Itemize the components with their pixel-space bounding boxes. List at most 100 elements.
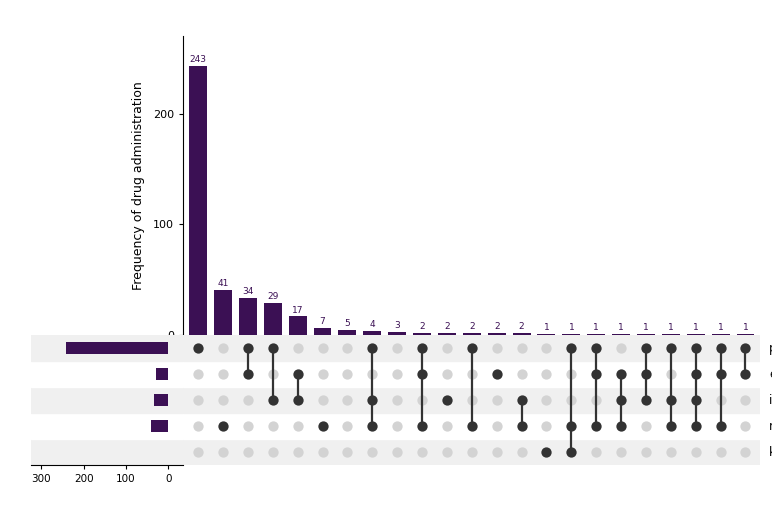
Point [366,370,378,378]
Point [292,448,304,457]
Point [217,422,229,431]
Point [740,370,752,378]
Point [266,370,279,378]
Text: 2: 2 [419,323,425,331]
Text: 1: 1 [543,324,550,332]
Text: 1: 1 [618,324,624,332]
Point [689,422,702,431]
Point [366,396,378,404]
Bar [264,303,282,335]
Point [640,344,652,353]
Text: 7: 7 [320,317,326,326]
Point [391,370,403,378]
Point [366,422,378,431]
Bar [338,330,357,335]
Point [466,344,478,353]
Point [242,396,254,404]
Point [516,344,528,353]
Y-axis label: Frequency of drug administration: Frequency of drug administration [132,81,144,290]
Point [490,370,503,378]
Text: 1: 1 [643,324,648,332]
Bar [438,333,456,335]
Bar [66,342,168,354]
Point [540,422,553,431]
Text: 5: 5 [344,319,350,328]
Point [590,422,602,431]
Point [490,344,503,353]
Point [490,422,503,431]
Text: 34: 34 [242,287,253,296]
Text: 1: 1 [568,324,574,332]
Text: 1: 1 [668,324,674,332]
Point [292,370,304,378]
Point [714,344,726,353]
Bar [31,361,183,387]
Point [740,422,752,431]
Point [615,344,628,353]
Bar [31,335,183,361]
Point [292,344,304,353]
Point [740,344,752,353]
Bar [587,334,605,335]
Text: 1: 1 [594,324,599,332]
Bar [239,298,257,335]
Bar [687,334,705,335]
Point [441,448,453,457]
Bar [612,334,630,335]
Point [590,396,602,404]
Bar [154,394,168,406]
Point [441,370,453,378]
Bar [463,333,481,335]
Point [192,344,205,353]
Text: 2: 2 [444,323,450,331]
Point [266,448,279,457]
Point [441,422,453,431]
Point [391,422,403,431]
Point [565,448,577,457]
Text: ketamine: ketamine [769,446,772,459]
Point [317,422,329,431]
Point [714,448,726,457]
Bar [537,334,555,335]
Point [689,448,702,457]
Point [714,422,726,431]
Bar [189,66,207,335]
Text: 243: 243 [190,55,207,65]
Point [441,396,453,404]
Point [317,448,329,457]
Point [615,396,628,404]
Text: entonox: entonox [769,368,772,381]
Point [590,448,602,457]
Point [341,344,354,353]
Bar [31,413,183,439]
Bar [736,334,754,335]
Text: 29: 29 [267,293,279,301]
Point [416,370,428,378]
Point [615,422,628,431]
Point [266,422,279,431]
Point [565,344,577,353]
Text: 2: 2 [519,323,524,331]
Point [640,422,652,431]
Point [217,448,229,457]
Text: morphine: morphine [769,420,772,433]
Bar [637,334,655,335]
Bar [183,413,760,439]
Text: 1: 1 [692,324,699,332]
Bar [31,387,183,413]
Point [540,448,553,457]
Point [391,448,403,457]
Point [640,396,652,404]
Bar [388,332,406,335]
Point [665,396,677,404]
Point [242,344,254,353]
Point [516,448,528,457]
Bar [214,290,232,335]
Point [466,422,478,431]
Point [565,396,577,404]
Point [466,448,478,457]
Bar [183,361,760,387]
Point [490,396,503,404]
Point [714,396,726,404]
Point [665,344,677,353]
